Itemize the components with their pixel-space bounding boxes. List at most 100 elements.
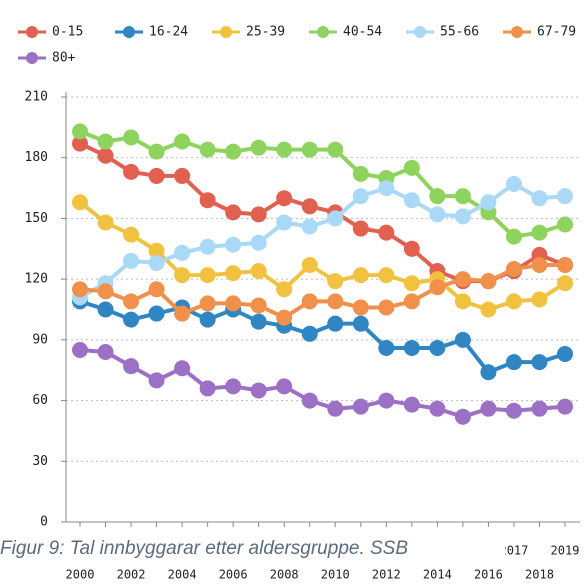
point: [531, 256, 548, 273]
point: [557, 346, 573, 363]
point: [301, 392, 318, 409]
point: [250, 206, 267, 223]
point: [531, 354, 548, 371]
point: [454, 208, 471, 225]
point: [403, 159, 420, 176]
point: [123, 358, 140, 375]
point: [225, 265, 242, 282]
point: [454, 408, 471, 425]
legend-marker: [26, 52, 38, 64]
legend-label: 25-39: [246, 25, 285, 40]
point: [123, 311, 140, 328]
x-tick-label: 2008: [270, 568, 299, 582]
point: [557, 398, 573, 415]
point: [174, 133, 191, 150]
x-tick-label: 2004: [168, 568, 197, 582]
point: [505, 354, 522, 371]
point: [454, 331, 471, 348]
point: [250, 234, 267, 251]
point: [480, 364, 497, 381]
point: [403, 240, 420, 257]
point: [505, 176, 522, 193]
point: [557, 188, 573, 205]
point: [429, 206, 446, 223]
x-tick-label: 2006: [219, 568, 248, 582]
legend-label: 67-79: [537, 25, 576, 40]
point: [327, 400, 344, 417]
legend-marker: [220, 26, 232, 38]
legend-marker: [123, 26, 135, 38]
point: [557, 275, 573, 292]
point: [225, 204, 242, 221]
point: [403, 275, 420, 292]
point: [97, 147, 114, 164]
point: [123, 163, 140, 180]
point: [148, 242, 165, 259]
point: [199, 192, 216, 209]
point: [72, 123, 88, 140]
point: [403, 192, 420, 209]
point: [403, 339, 420, 356]
x-tick-label: 2016: [474, 568, 503, 582]
x-tick-label: 2017: [499, 544, 528, 558]
point: [148, 254, 165, 271]
point: [327, 315, 344, 332]
point: [250, 297, 267, 314]
caption: Figur 9: Tal innbyggarar etter aldersgru…: [0, 536, 505, 562]
point: [250, 313, 267, 330]
point: [352, 315, 369, 332]
point: [378, 299, 395, 316]
point: [72, 194, 88, 211]
point: [301, 141, 318, 158]
point: [148, 167, 165, 184]
point: [301, 218, 318, 235]
point: [403, 396, 420, 413]
legend-marker: [26, 26, 38, 38]
point: [327, 210, 344, 227]
y-tick-label: 210: [25, 90, 48, 105]
x-tick-label: 2002: [117, 568, 146, 582]
point: [352, 165, 369, 182]
point: [429, 279, 446, 296]
point: [148, 281, 165, 298]
x-tick-label: 2014: [423, 568, 452, 582]
point: [454, 271, 471, 288]
point: [531, 291, 548, 308]
point: [250, 139, 267, 156]
point: [225, 143, 242, 160]
point: [505, 293, 522, 310]
point: [199, 295, 216, 312]
point: [199, 238, 216, 255]
point: [72, 135, 88, 152]
point: [480, 273, 497, 290]
point: [301, 293, 318, 310]
point: [123, 129, 140, 146]
point: [301, 325, 318, 342]
point: [148, 143, 165, 160]
point: [378, 224, 395, 241]
x-tick-label: 2000: [66, 568, 95, 582]
point: [97, 344, 114, 360]
point: [72, 341, 88, 358]
y-tick-label: 180: [25, 150, 48, 165]
legend-label: 16-24: [149, 25, 188, 40]
point: [301, 198, 318, 215]
point: [199, 141, 216, 158]
point: [174, 305, 191, 322]
point: [97, 301, 114, 318]
point: [378, 392, 395, 409]
point: [505, 402, 522, 419]
y-tick-label: 30: [32, 454, 48, 469]
point: [199, 311, 216, 328]
point: [429, 188, 446, 205]
point: [327, 273, 344, 290]
point: [531, 224, 548, 241]
point: [327, 141, 344, 158]
point: [378, 339, 395, 356]
point: [97, 214, 114, 231]
y-tick-label: 60: [32, 393, 48, 408]
point: [174, 167, 191, 184]
point: [480, 301, 497, 318]
legend-label: 80+: [52, 51, 76, 66]
point: [480, 194, 497, 211]
